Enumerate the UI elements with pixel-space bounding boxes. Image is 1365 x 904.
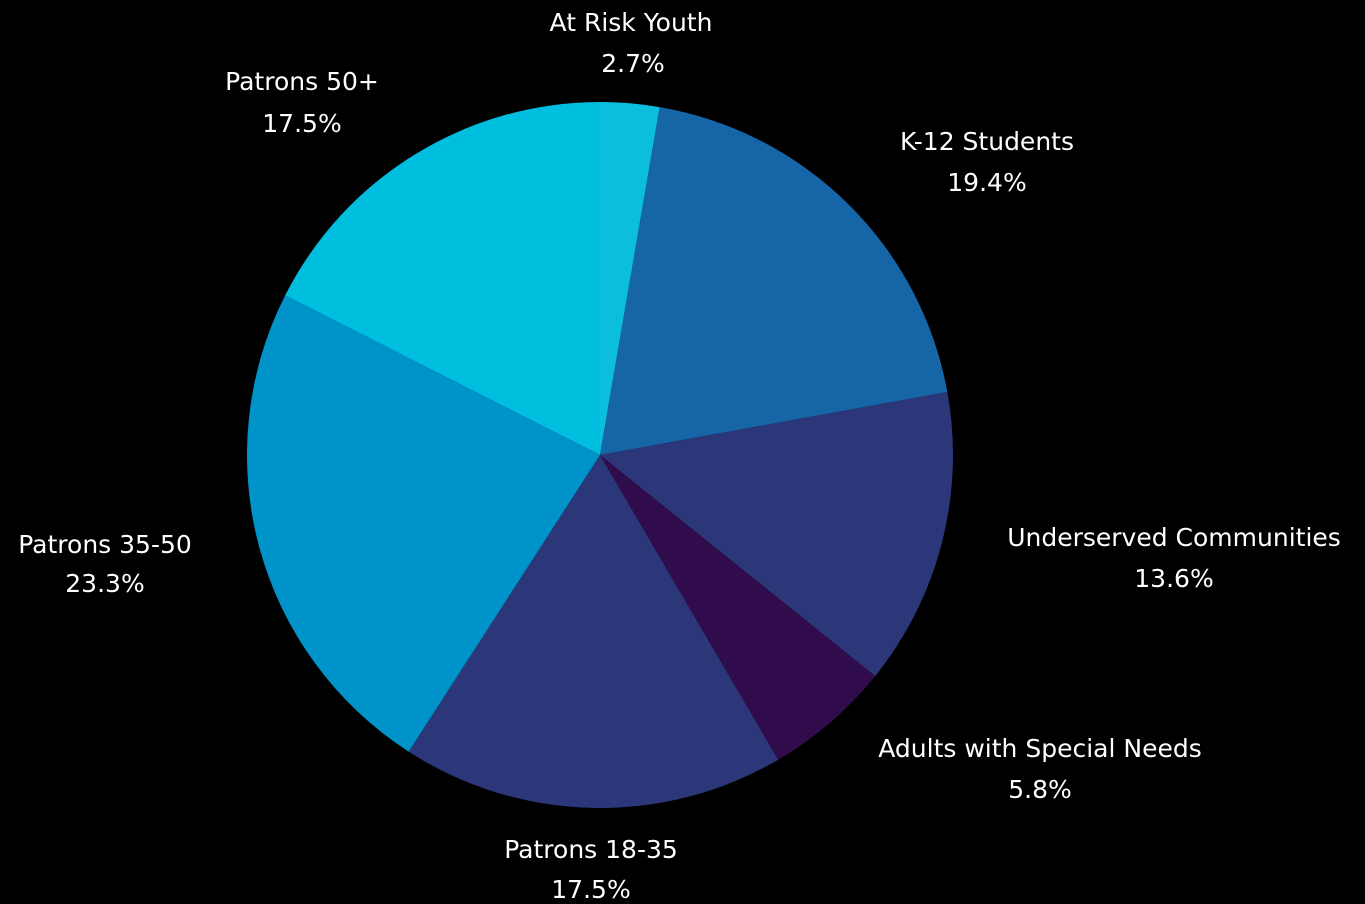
pie-slice-adults-with-special-needs [600, 455, 876, 760]
pie-slices [247, 102, 953, 808]
pie-slice-underserved-communities [600, 392, 953, 677]
label-patrons-50-plus: Patrons 50+ 17.5% [225, 67, 379, 138]
slice-value-at-risk-youth: 2.7% [601, 49, 665, 78]
pie-slice-patrons-18-35 [408, 455, 779, 808]
label-at-risk-youth: At Risk Youth 2.7% [550, 8, 713, 78]
pie-slice-k-12-students [600, 107, 948, 455]
slice-value-patrons-50-plus: 17.5% [262, 109, 341, 138]
pie-labels: At Risk Youth 2.7% K-12 Students 19.4% U… [18, 8, 1341, 904]
slice-label-at-risk-youth: At Risk Youth [550, 8, 713, 37]
slice-value-underserved-communities: 13.6% [1134, 564, 1213, 593]
label-patrons-18-35: Patrons 18-35 17.5% [504, 835, 678, 904]
label-k12-students: K-12 Students 19.4% [900, 127, 1074, 197]
label-underserved-communities: Underserved Communities 13.6% [1007, 523, 1341, 593]
slice-value-patrons-18-35: 17.5% [551, 875, 630, 904]
slice-label-adults-special-needs: Adults with Special Needs [878, 734, 1201, 763]
slice-value-adults-special-needs: 5.8% [1008, 775, 1072, 804]
pie-slice-at-risk-youth [600, 102, 660, 455]
pie-slice-patrons-50 [285, 102, 600, 455]
slice-value-patrons-35-50: 23.3% [65, 569, 144, 598]
slice-label-k12-students: K-12 Students [900, 127, 1074, 156]
slice-label-underserved-communities: Underserved Communities [1007, 523, 1341, 552]
slice-label-patrons-18-35: Patrons 18-35 [504, 835, 678, 864]
slice-label-patrons-35-50: Patrons 35-50 [18, 530, 192, 559]
label-patrons-35-50: Patrons 35-50 23.3% [18, 530, 192, 598]
pie-slice-patrons-35-50 [247, 295, 601, 752]
slice-label-patrons-50-plus: Patrons 50+ [225, 67, 379, 96]
label-adults-special-needs: Adults with Special Needs 5.8% [878, 734, 1201, 804]
slice-value-k12-students: 19.4% [947, 168, 1026, 197]
